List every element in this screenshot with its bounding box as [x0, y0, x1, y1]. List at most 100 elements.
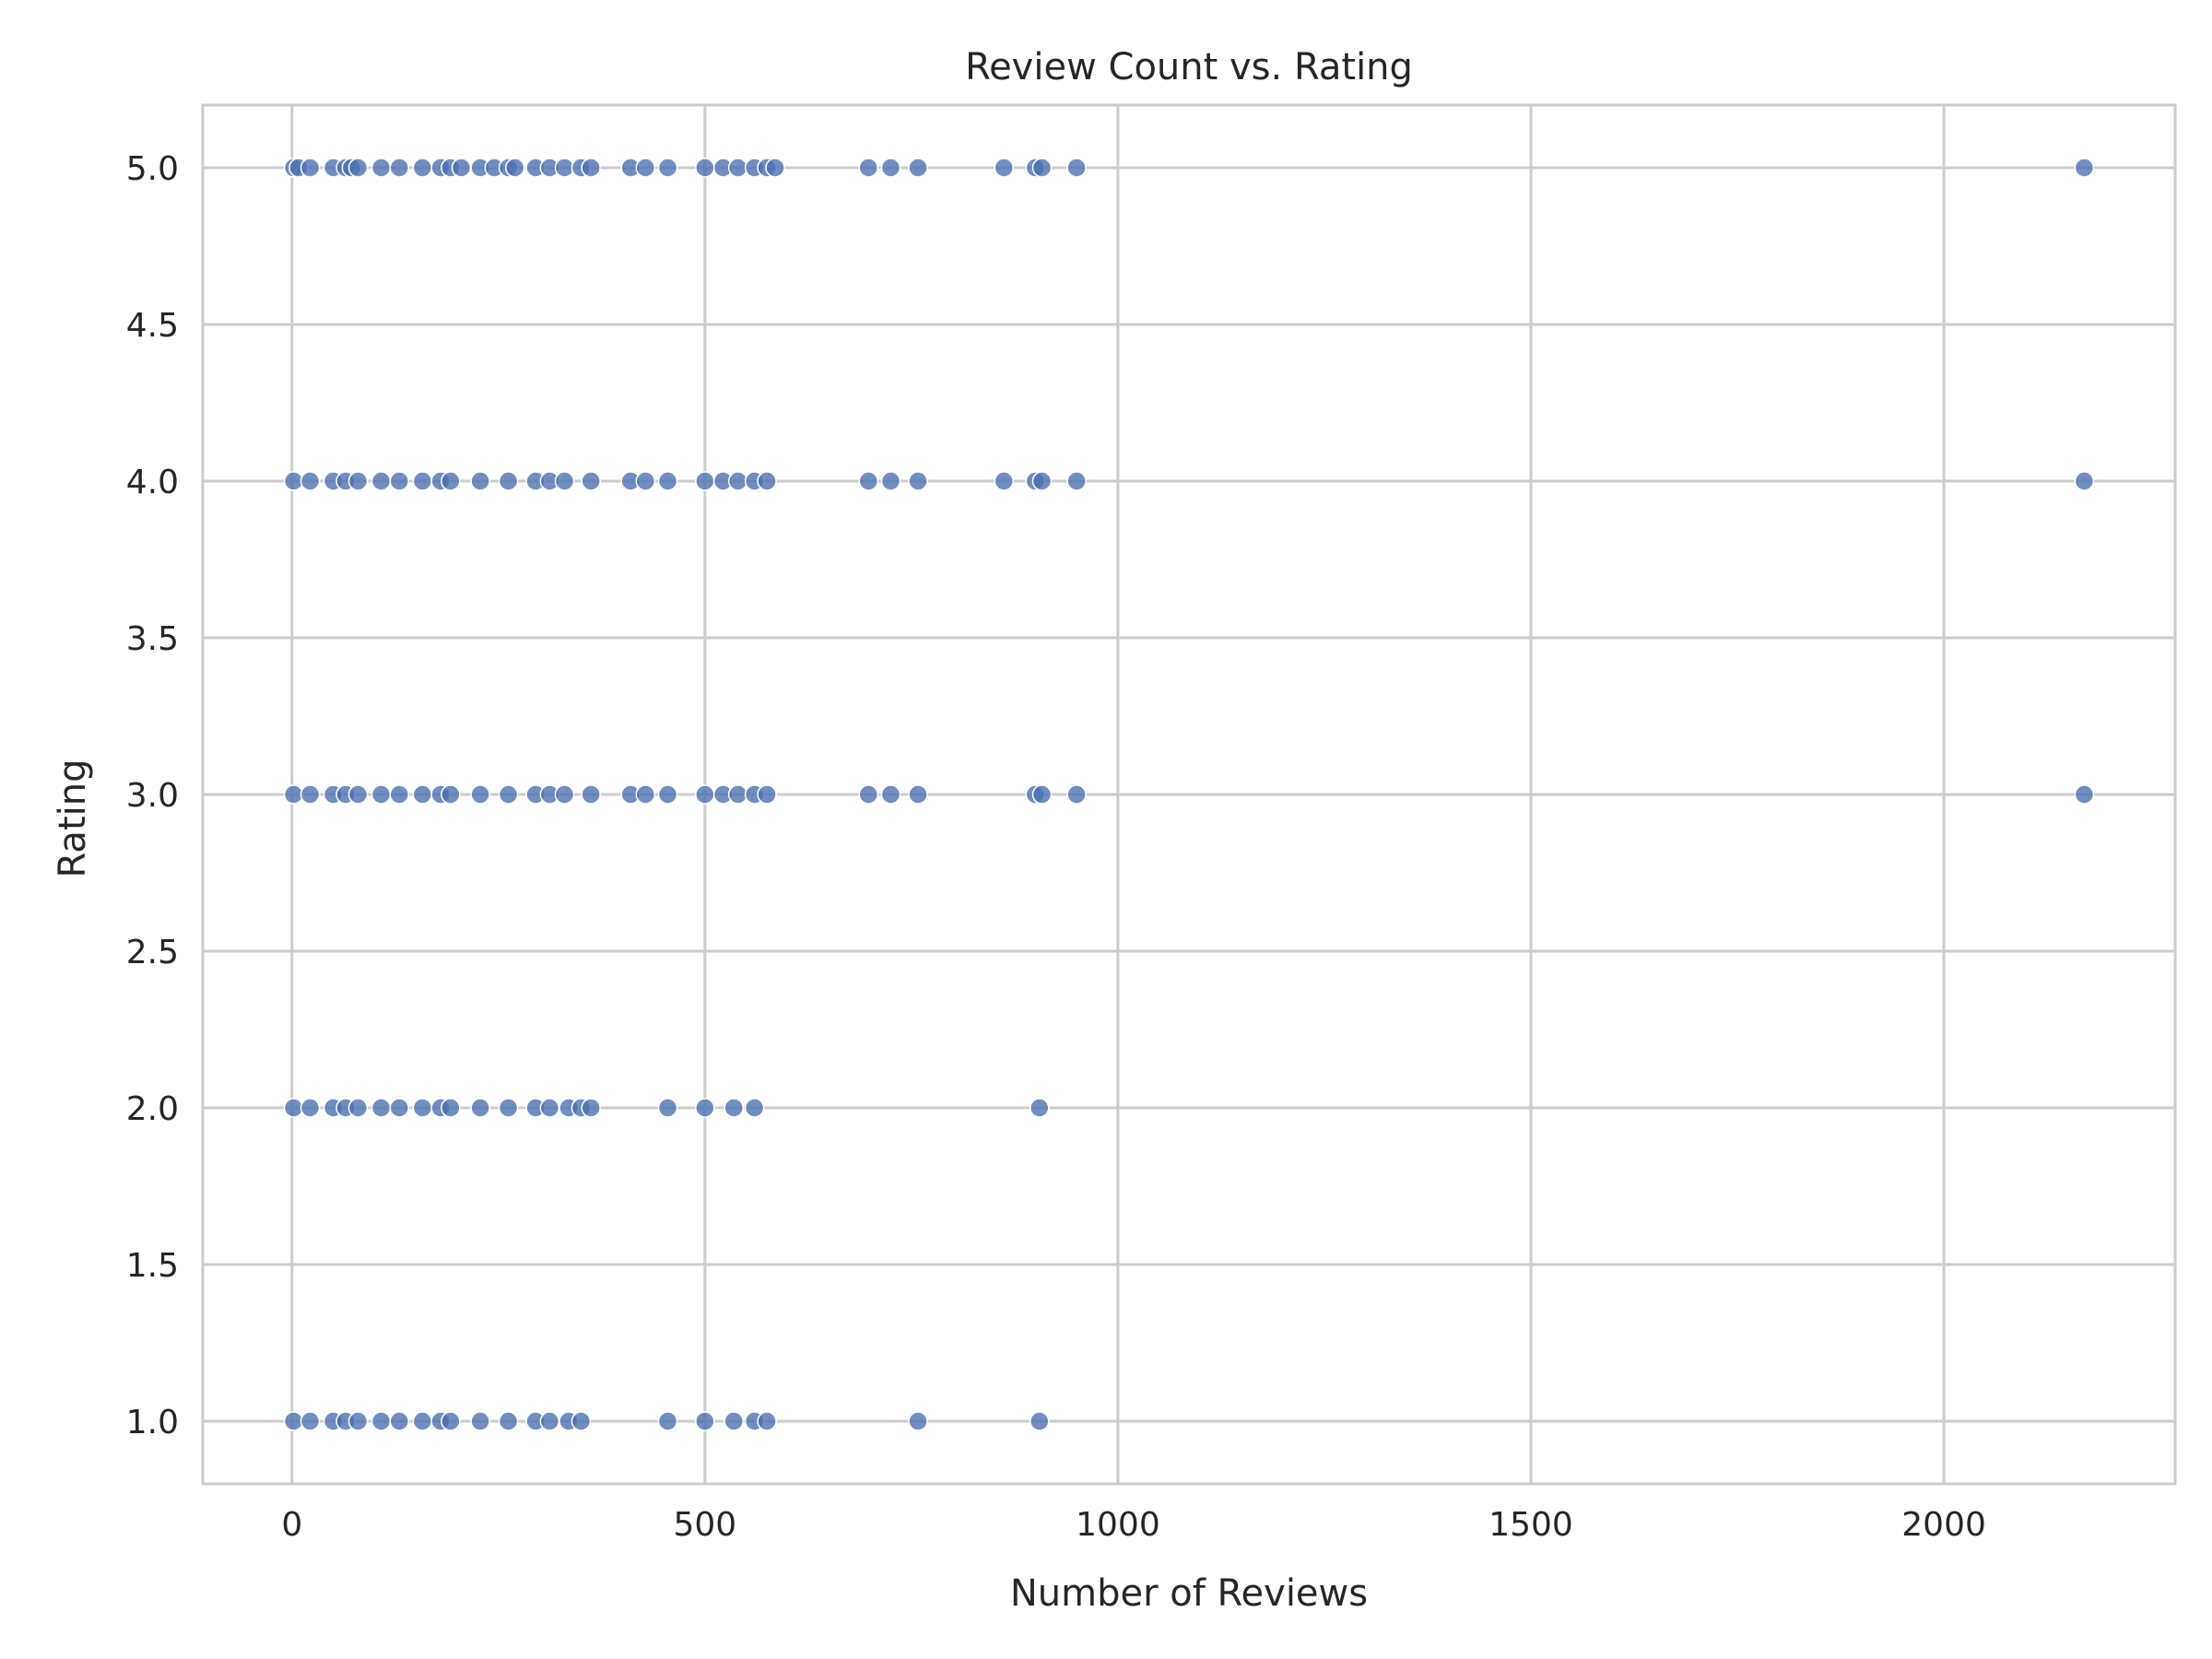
data-points [283, 158, 2095, 1431]
data-point [300, 1411, 321, 1431]
data-point [744, 1098, 765, 1118]
data-point [1031, 784, 1053, 805]
y-tick-label: 2.5 [126, 934, 179, 971]
data-point [539, 1098, 560, 1118]
data-point [389, 1098, 410, 1118]
data-point [441, 784, 461, 805]
data-point [498, 1411, 519, 1431]
plot-frame [201, 103, 2177, 1486]
data-point [347, 471, 369, 491]
x-tick-label: 2000 [1901, 1506, 1986, 1544]
data-point [347, 1098, 369, 1118]
data-point [880, 471, 901, 491]
data-point [727, 471, 748, 491]
data-point [1031, 158, 1053, 178]
data-point [765, 158, 785, 178]
data-point [498, 1098, 519, 1118]
data-point [724, 1098, 744, 1118]
data-point [470, 471, 490, 491]
data-point [412, 784, 433, 805]
data-point [757, 784, 777, 805]
data-point [1066, 784, 1087, 805]
data-point [880, 158, 901, 178]
data-point [2074, 158, 2095, 178]
y-tick-label: 2.0 [126, 1090, 179, 1128]
data-point [858, 158, 879, 178]
data-point [441, 1411, 461, 1431]
data-point [727, 158, 748, 178]
y-tick-label: 1.5 [126, 1247, 179, 1285]
x-tick-label: 1000 [1076, 1506, 1160, 1544]
data-point [371, 784, 392, 805]
y-tick-label: 1.0 [126, 1404, 179, 1441]
data-point [757, 471, 777, 491]
data-point [657, 471, 678, 491]
data-point [347, 784, 369, 805]
data-point [441, 1098, 461, 1118]
data-point [283, 1098, 304, 1118]
data-point [554, 158, 575, 178]
data-point [300, 158, 321, 178]
data-point [695, 784, 715, 805]
data-point [412, 1411, 433, 1431]
data-point [994, 471, 1015, 491]
data-point [695, 471, 715, 491]
data-point [371, 158, 392, 178]
data-point [2074, 471, 2095, 491]
data-point [389, 158, 410, 178]
data-point [283, 471, 304, 491]
y-tick-label: 5.0 [126, 150, 179, 188]
data-point [554, 471, 575, 491]
data-point [371, 471, 392, 491]
data-point [858, 784, 879, 805]
data-point [371, 1098, 392, 1118]
data-point [657, 158, 678, 178]
data-point [451, 158, 472, 178]
data-point [727, 784, 748, 805]
data-point [908, 158, 928, 178]
data-point [283, 1411, 304, 1431]
data-point [412, 471, 433, 491]
data-point [347, 1411, 369, 1431]
data-point [441, 471, 461, 491]
data-point [635, 784, 656, 805]
data-point [695, 1098, 715, 1118]
data-point [994, 158, 1015, 178]
data-point [347, 158, 369, 178]
data-point [504, 158, 525, 178]
data-point [300, 1098, 321, 1118]
data-point [657, 1411, 678, 1431]
y-tick-label: 3.0 [126, 777, 179, 815]
data-point [908, 471, 928, 491]
data-point [757, 1411, 777, 1431]
data-point [470, 1098, 490, 1118]
y-tick-label: 4.0 [126, 464, 179, 501]
data-point [657, 1098, 678, 1118]
x-axis-label: Number of Reviews [1010, 1572, 1368, 1615]
data-point [371, 1411, 392, 1431]
data-point [908, 1411, 928, 1431]
data-point [498, 471, 519, 491]
data-point [908, 784, 928, 805]
data-point [635, 471, 656, 491]
data-point [657, 784, 678, 805]
data-point [389, 784, 410, 805]
y-tick-label: 4.5 [126, 307, 179, 345]
data-point [539, 1411, 560, 1431]
x-tick-label: 500 [673, 1506, 736, 1544]
data-point [389, 1411, 410, 1431]
data-point [283, 784, 304, 805]
data-point [1066, 471, 1087, 491]
data-point [581, 1098, 601, 1118]
data-point [695, 158, 715, 178]
y-tick-label: 3.5 [126, 620, 179, 658]
chart-title: Review Count vs. Rating [965, 46, 1413, 88]
data-point [858, 471, 879, 491]
data-point [554, 784, 575, 805]
data-point [412, 1098, 433, 1118]
data-point [695, 1411, 715, 1431]
data-point [300, 784, 321, 805]
data-point [581, 158, 601, 178]
data-point [880, 784, 901, 805]
